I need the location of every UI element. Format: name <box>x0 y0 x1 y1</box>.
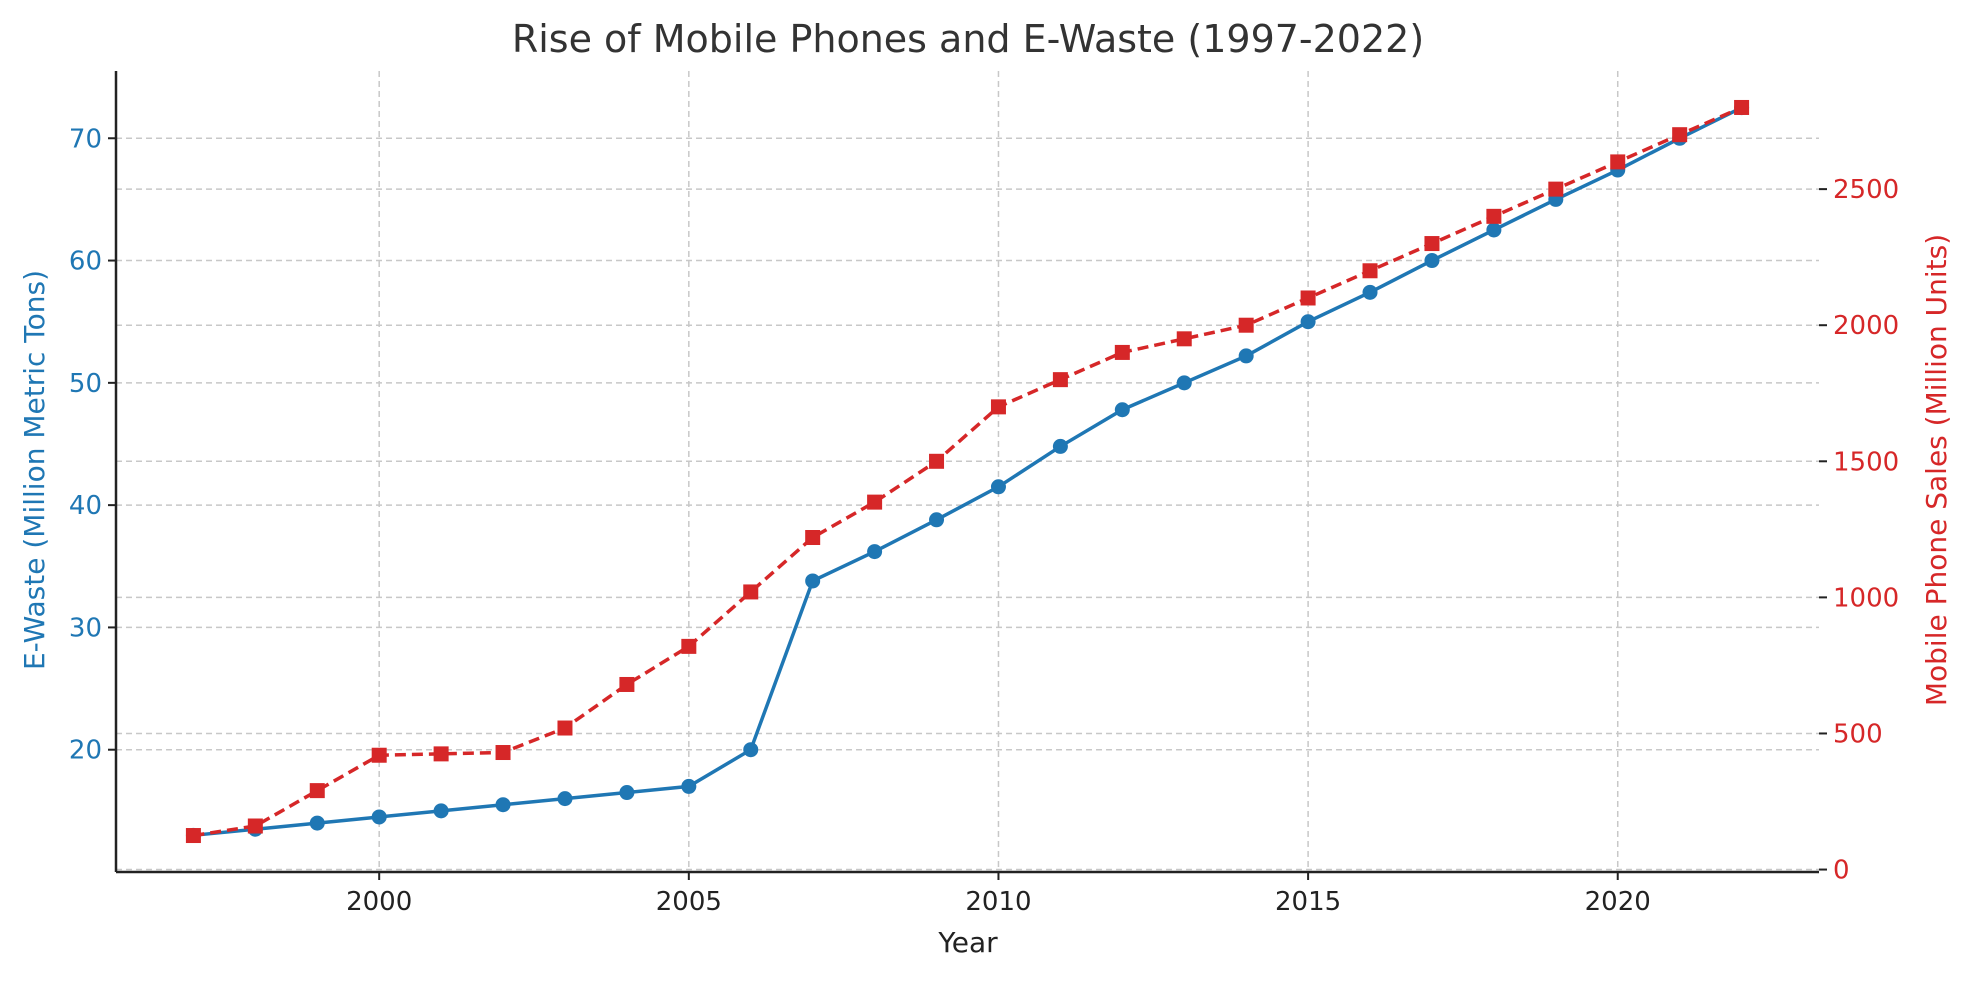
y-tick-label-left: 50 <box>69 369 102 399</box>
e-waste-point <box>1238 348 1254 364</box>
x-tick-label: 2020 <box>1585 887 1651 917</box>
e-waste-point <box>1424 253 1440 269</box>
y-tick-label-left: 30 <box>69 613 102 643</box>
phone-sales-point <box>1734 99 1750 115</box>
e-waste-line <box>193 106 1743 838</box>
e-waste-point <box>1052 438 1068 454</box>
y-tick-label-right: 500 <box>1833 719 1883 749</box>
e-waste-point <box>990 479 1006 495</box>
chart-title: Rise of Mobile Phones and E-Waste (1997-… <box>512 17 1424 61</box>
phone-sales-point <box>681 638 697 654</box>
e-waste-point <box>309 815 325 831</box>
e-waste-point <box>1362 284 1378 300</box>
phone-sales-point <box>805 530 821 546</box>
y-tick-label-left: 70 <box>69 124 102 154</box>
axes: 2000 2005 2010 2015 202020304050607005001000… <box>69 71 1899 917</box>
e-waste-point <box>929 512 945 528</box>
e-waste-point <box>681 778 697 794</box>
phone-sales-point <box>1548 181 1564 197</box>
e-waste-point <box>805 573 821 589</box>
e-waste-point <box>1176 375 1192 391</box>
phone-sales-point <box>1114 344 1130 360</box>
phone-sales-point <box>1362 263 1378 279</box>
phone-sales-point <box>1424 236 1440 252</box>
phone-sales-point <box>309 783 325 799</box>
e-waste-point <box>1486 222 1502 238</box>
x-tick-label: 2005 <box>656 887 722 917</box>
y-tick-label-right: 1000 <box>1833 583 1899 613</box>
x-tick-label: 2010 <box>965 887 1031 917</box>
phone-sales-line <box>193 105 1743 838</box>
phone-sales-point <box>1238 317 1254 333</box>
phone-sales-point <box>743 584 759 600</box>
phone-sales-point <box>1672 127 1688 143</box>
e-waste-point <box>433 803 449 819</box>
y-tick-label-left: 40 <box>69 491 102 521</box>
e-waste-point <box>1114 402 1130 418</box>
grid <box>116 71 1819 872</box>
phone-sales-point <box>1300 290 1316 306</box>
x-tick-label: 2000 <box>346 887 412 917</box>
e-waste-point <box>619 785 635 801</box>
x-axis-label: Year <box>937 926 998 959</box>
phone-sales-point <box>1486 208 1502 224</box>
y-tick-label-left: 20 <box>69 736 102 766</box>
y-tick-label-left: 60 <box>69 247 102 277</box>
y-tick-label-right: 0 <box>1833 856 1850 886</box>
y-axis-label-right: Mobile Phone Sales (Million Units) <box>1920 234 1953 706</box>
y-tick-label-right: 2000 <box>1833 311 1899 341</box>
phone-sales-point <box>557 720 573 736</box>
phone-sales-point <box>185 828 201 844</box>
e-waste-point <box>371 809 387 825</box>
phone-sales-point <box>247 818 263 834</box>
phone-sales-point <box>929 453 945 469</box>
phone-sales-point <box>619 676 635 692</box>
phone-sales-point <box>867 494 883 510</box>
y-tick-label-right: 1500 <box>1833 447 1899 477</box>
e-waste-point <box>1300 314 1316 330</box>
e-waste-point <box>867 544 883 560</box>
e-waste-point <box>743 742 759 758</box>
e-waste-point <box>495 797 511 813</box>
x-tick-label: 2015 <box>1275 887 1341 917</box>
phone-sales-point <box>433 746 449 762</box>
phone-sales-point <box>1610 154 1626 170</box>
phone-sales-point <box>1176 331 1192 347</box>
e-waste-point <box>557 791 573 807</box>
series-lines <box>185 99 1750 844</box>
y-tick-label-right: 2500 <box>1833 175 1899 205</box>
phone-sales-point <box>990 399 1006 415</box>
phone-sales-point <box>371 747 387 763</box>
y-axis-label-left: E-Waste (Million Metric Tons) <box>18 270 51 670</box>
phone-sales-point <box>495 745 511 761</box>
phone-sales-point <box>1052 372 1068 388</box>
